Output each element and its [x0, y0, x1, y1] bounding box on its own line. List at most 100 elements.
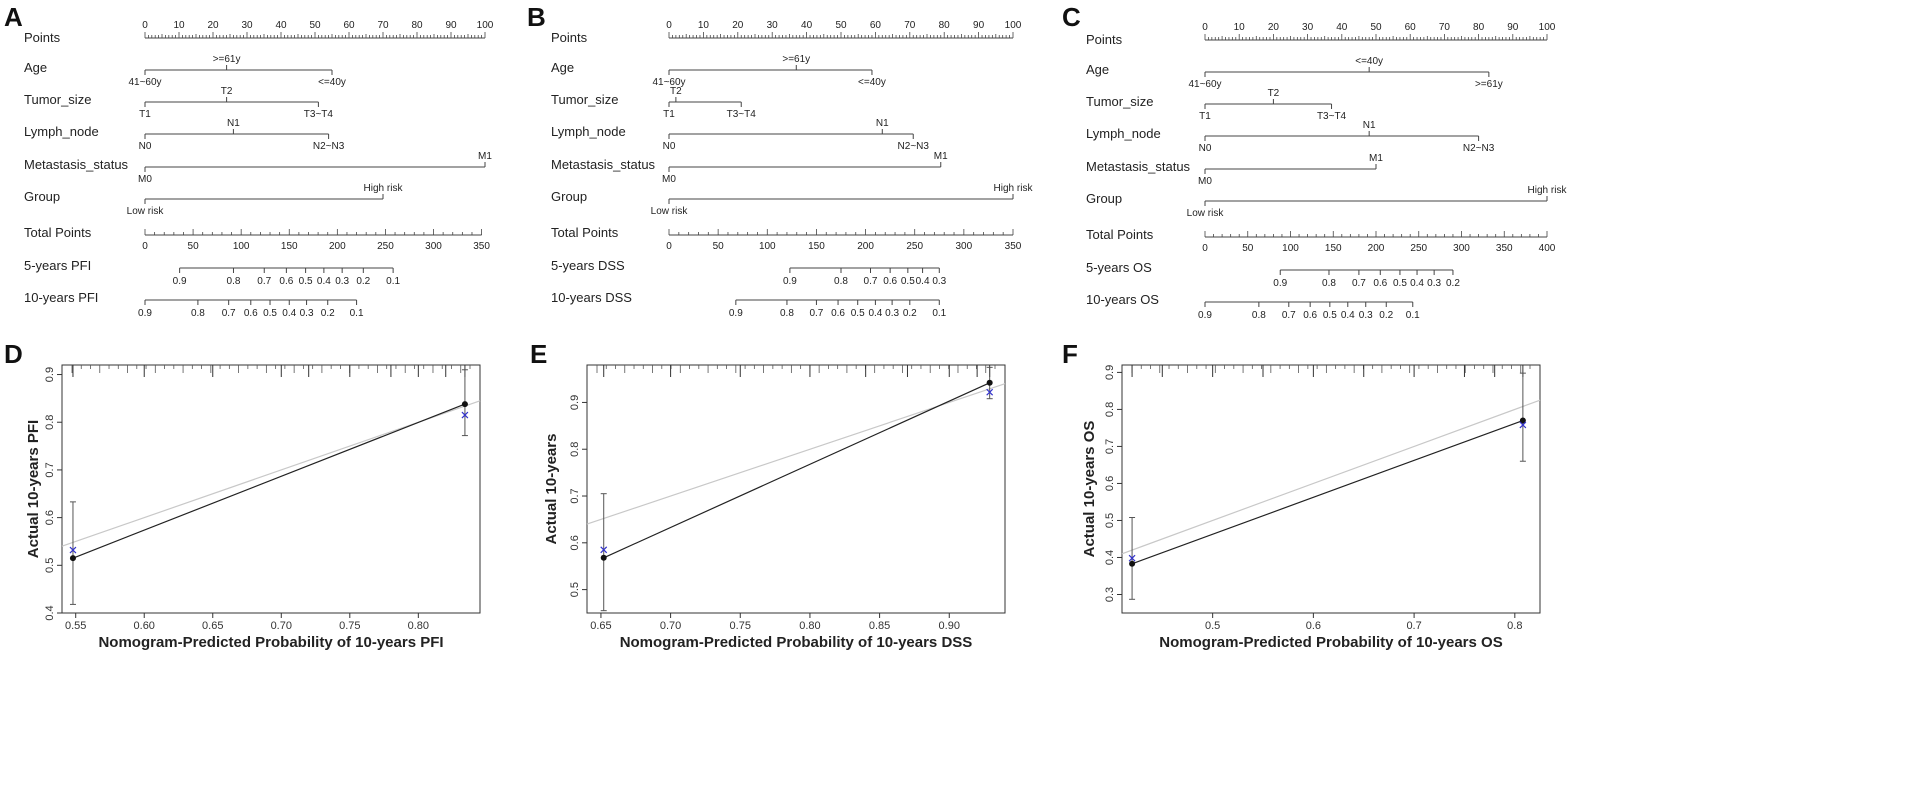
probability-tick-label: 0.2 [903, 308, 917, 319]
corrected-marker [1519, 421, 1527, 429]
probability-tick-label: 0.5 [1323, 310, 1337, 321]
x-axis-title: Nomogram-Predicted Probability of 10-yea… [98, 634, 443, 651]
corrected-marker [461, 411, 469, 419]
y-tick-label: 0.9 [569, 395, 581, 410]
points-tick-label: 80 [1473, 22, 1485, 33]
observed-point [1519, 417, 1526, 424]
variable-label: Age [1086, 62, 1109, 77]
probability-tick-label: 0.9 [173, 276, 187, 287]
probability-tick-label: 0.4 [916, 276, 930, 287]
level-label: Low risk [127, 206, 165, 217]
level-label: T1 [1199, 111, 1211, 122]
probability-tick-label: 0.3 [335, 276, 349, 287]
probability-tick-label: 0.6 [279, 276, 293, 287]
level-label: M1 [1369, 153, 1383, 164]
level-label: 41~60y [128, 77, 161, 88]
total-points-tick-label: 100 [233, 241, 250, 252]
level-label: N2~N3 [313, 141, 345, 152]
panel-letter: A [4, 2, 23, 32]
panel-letter: F [1062, 339, 1078, 369]
points-tick-label: 40 [275, 20, 287, 31]
probability-tick-label: 0.6 [244, 308, 258, 319]
points-label: Points [24, 30, 61, 45]
total-points-tick-label: 50 [1242, 243, 1254, 254]
total-points-label: Total Points [24, 225, 92, 240]
level-label: N1 [876, 118, 889, 129]
level-label: M0 [1198, 176, 1212, 187]
panel-letter: E [530, 339, 547, 369]
points-tick-label: 0 [666, 20, 672, 31]
plot-frame [1121, 364, 1541, 614]
probability-tick-label: 0.6 [1373, 278, 1387, 289]
variable-label: Tumor_size [24, 92, 91, 107]
total-points-tick-label: 400 [1539, 243, 1556, 254]
observed-point [986, 379, 993, 386]
total-points-label: Total Points [551, 225, 619, 240]
variable-label: Age [24, 60, 47, 75]
x-tick-label: 0.70 [660, 620, 681, 632]
points-tick-label: 60 [1405, 22, 1417, 33]
variable-label: Tumor_size [551, 92, 618, 107]
total-points-tick-label: 50 [713, 241, 725, 252]
total-points-tick-label: 0 [142, 241, 148, 252]
y-tick-label: 0.4 [1104, 550, 1116, 565]
panel-letter: B [527, 2, 546, 32]
y-tick-label: 0.6 [1104, 476, 1116, 491]
points-tick-label: 30 [767, 20, 779, 31]
y-axis-title: Actual 10-years [543, 434, 560, 545]
probability-axis-label: 5-years DSS [551, 258, 625, 273]
y-tick-label: 0.9 [1104, 365, 1116, 380]
level-label: High risk [364, 183, 404, 194]
level-label: N1 [227, 118, 240, 129]
calibration-panel-e: E 0.65 0.70 0.75 0.80 0.85 0.90 0.5 0.6 0.7 0.8 0.9… [530, 339, 1006, 651]
x-tick-label: 0.65 [590, 620, 611, 632]
points-tick-label: 90 [445, 20, 457, 31]
probability-tick-label: 0.6 [883, 276, 897, 287]
ideal-reference-line [1121, 399, 1541, 555]
probability-tick-label: 0.8 [780, 308, 794, 319]
level-label: T2 [670, 86, 682, 97]
level-label: 41~60y [652, 77, 685, 88]
probability-tick-label: 0.1 [1406, 310, 1420, 321]
probability-tick-label: 0.5 [901, 276, 915, 287]
level-label: >=61y [1475, 79, 1503, 90]
observed-point [69, 555, 76, 562]
points-tick-label: 90 [973, 20, 985, 31]
probability-tick-label: 0.3 [300, 308, 314, 319]
level-label: Low risk [651, 206, 689, 217]
probability-axis-label: 5-years PFI [24, 258, 91, 273]
x-tick-label: 0.8 [1507, 620, 1522, 632]
total-points-tick-label: 300 [425, 241, 442, 252]
points-tick-label: 60 [870, 20, 882, 31]
probability-tick-label: 0.8 [1252, 310, 1266, 321]
total-points-tick-label: 250 [906, 241, 923, 252]
y-tick-label: 0.8 [569, 442, 581, 457]
corrected-marker [986, 388, 994, 396]
x-tick-label: 0.85 [869, 620, 890, 632]
probability-tick-label: 0.9 [729, 308, 743, 319]
level-label: High risk [1528, 185, 1568, 196]
plot-frame [586, 364, 1006, 614]
x-tick-label: 0.6 [1306, 620, 1321, 632]
level-label: Low risk [1187, 208, 1225, 219]
x-axis-title: Nomogram-Predicted Probability of 10-yea… [1159, 634, 1502, 651]
y-tick-label: 0.4 [44, 605, 56, 620]
points-tick-label: 40 [801, 20, 813, 31]
total-points-tick-label: 50 [188, 241, 200, 252]
probability-tick-label: 0.6 [831, 308, 845, 319]
total-points-tick-label: 200 [1368, 243, 1385, 254]
probability-tick-label: 0.8 [227, 276, 241, 287]
probability-tick-label: 0.7 [1352, 278, 1366, 289]
level-label: N0 [1199, 143, 1212, 154]
points-tick-label: 0 [142, 20, 148, 31]
total-points-tick-label: 200 [329, 241, 346, 252]
probability-tick-label: 0.4 [1341, 310, 1355, 321]
y-tick-label: 0.9 [44, 367, 56, 382]
observed-point [600, 554, 607, 561]
probability-tick-label: 0.9 [783, 276, 797, 287]
probability-tick-label: 0.4 [317, 276, 331, 287]
nomogram-panel-c: C Points 0 10 20 30 40 50 60 70 80 90 100 Age 41~60y <=… [1062, 2, 1567, 321]
x-tick-label: 0.80 [799, 620, 820, 632]
level-label: M0 [138, 174, 152, 185]
